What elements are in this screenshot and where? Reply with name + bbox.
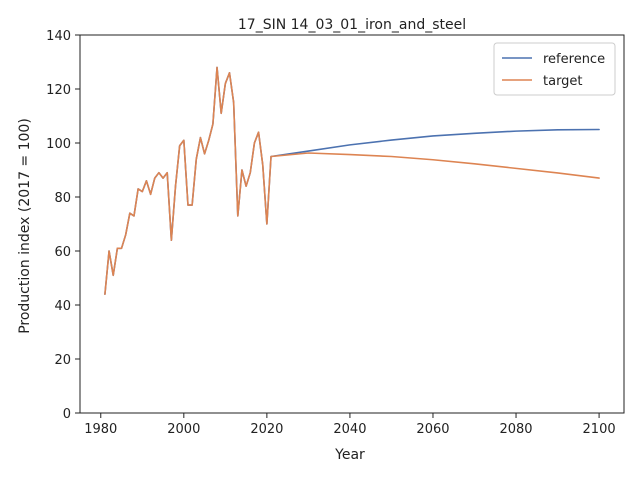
legend-label-reference: reference [543, 52, 605, 67]
chart-title: 17_SIN 14_03_01_iron_and_steel [238, 17, 466, 33]
x-tick-label: 2060 [416, 422, 449, 437]
y-tick-label: 100 [46, 137, 71, 152]
y-tick-label: 80 [54, 191, 71, 206]
x-tick-label: 2020 [250, 422, 283, 437]
series-line-reference [104, 66, 600, 295]
y-tick-label: 40 [54, 299, 71, 314]
series-line-target [104, 66, 600, 295]
legend-box [493, 42, 616, 96]
x-axis-label: Year [334, 447, 365, 463]
y-tick-label: 0 [63, 407, 71, 422]
plot-frame [79, 34, 625, 414]
x-tick-label: 2100 [583, 422, 616, 437]
plot-lines [104, 66, 600, 295]
x-tick-label: 2000 [167, 422, 200, 437]
x-tick-label: 2040 [333, 422, 366, 437]
y-tick-label: 140 [46, 29, 71, 44]
y-axis-label: Production index (2017 = 100) [17, 118, 33, 334]
y-tick-label: 60 [54, 245, 71, 260]
y-tick-label: 120 [46, 83, 71, 98]
y-axis-ticks: 0 20 40 60 80 100 120 140 [46, 29, 80, 422]
legend: reference target [493, 42, 616, 96]
y-tick-label: 20 [54, 353, 71, 368]
x-axis-ticks: 1980 2000 2020 2040 2060 2080 2100 [84, 413, 616, 437]
x-tick-label: 2080 [499, 422, 532, 437]
legend-label-target: target [543, 74, 583, 89]
x-tick-label: 1980 [84, 422, 117, 437]
